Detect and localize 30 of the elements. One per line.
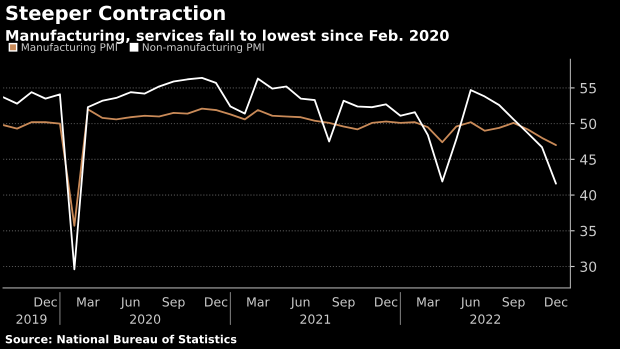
y-tick-label: 40 — [580, 190, 596, 201]
x-tick-label: Jun — [290, 297, 310, 309]
y-tick-label: 35 — [580, 226, 596, 236]
y-tick-label: 50 — [580, 118, 596, 130]
x-tick-label: Mar — [247, 297, 270, 307]
text: 2022 — [470, 314, 500, 324]
chart-subtitle: Manufacturing, services fall to lowest since Feb. 2020 — [6, 30, 449, 44]
text: 2021 — [300, 314, 330, 324]
x-tick-label: Sep — [502, 297, 525, 310]
x-tick-label: Mar — [77, 297, 100, 307]
source-note: Source: National Bureau of Statistics — [6, 334, 236, 344]
text: 2019 — [16, 314, 47, 324]
x-tick-label: Mar — [417, 297, 440, 307]
x-tick-label: Jun — [120, 297, 140, 309]
x-tick-label: Dec — [205, 297, 228, 307]
y-tick-label: 30 — [580, 261, 596, 272]
text: 2020 — [130, 314, 160, 324]
line-series — [3, 108, 557, 227]
x-tick-label: Jun — [460, 297, 480, 309]
x-tick-label: Dec — [545, 297, 568, 307]
legend-label: Manufacturing PMI — [22, 43, 117, 54]
x-tick-label: Dec — [375, 297, 398, 307]
y-tick-label: 45 — [580, 154, 596, 165]
y-tick-label: 55 — [580, 83, 596, 94]
chart-title: Steeper Contraction — [6, 5, 225, 24]
x-tick-label: Sep — [162, 297, 185, 310]
legend-label: Non-manufacturing PMI — [142, 43, 264, 54]
line-series — [3, 77, 557, 270]
x-tick-label: Dec — [34, 297, 57, 307]
x-tick-label: Sep — [332, 297, 355, 310]
